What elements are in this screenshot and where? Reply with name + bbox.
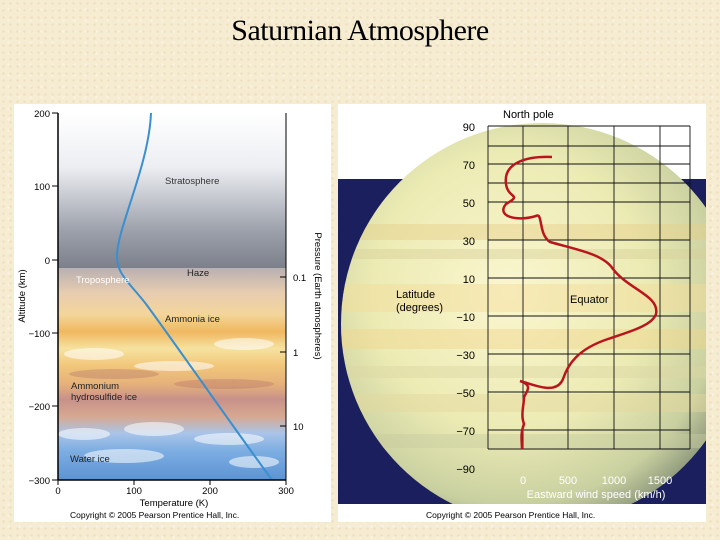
latitude-tick: −70 <box>456 426 475 438</box>
altitude-tick: 100 <box>34 182 50 193</box>
wind-speed-tick: 0 <box>520 475 526 487</box>
copyright-text: Copyright © 2005 Pearson Prentice Hall, … <box>70 510 239 520</box>
grid-lines <box>487 125 691 450</box>
wind-speed-diagram: North pole 90 70 50 30 10 −10 −30 −50 −7… <box>338 104 720 525</box>
stratosphere-label: Stratosphere <box>165 176 219 187</box>
altitude-tick: −100 <box>29 329 50 340</box>
planet-bands <box>341 224 706 448</box>
altitude-axis-label: Altitude (km) <box>17 269 28 322</box>
equator-label: Equator <box>570 294 609 306</box>
north-pole-label: North pole <box>503 109 554 121</box>
copyright-text: Copyright © 2005 Pearson Prentice Hall, … <box>426 510 595 520</box>
wind-speed-tick: 1000 <box>602 475 626 487</box>
cloud-decoration <box>58 338 279 468</box>
temperature-tick: 0 <box>55 486 60 497</box>
latitude-label: Latitude <box>396 289 435 301</box>
pressure-tick: 0.1 <box>293 273 306 284</box>
ammonium-cloud-decoration <box>69 369 274 389</box>
troposphere-label: Troposphere <box>76 275 130 286</box>
temperature-tick: 100 <box>126 486 142 497</box>
latitude-tick: −10 <box>456 312 475 324</box>
latitude-tick: −90 <box>456 464 475 476</box>
ammonium-label: Ammonium <box>71 381 119 392</box>
pressure-tick: 1 <box>293 348 298 359</box>
temperature-tick: 200 <box>202 486 218 497</box>
atmosphere-structure-diagram: 200 100 0 −100 −200 −300 Altitude (km) 0… <box>14 104 331 522</box>
haze-label: Haze <box>187 268 209 279</box>
latitude-tick: −30 <box>456 350 475 362</box>
wind-speed-axis-label: Eastward wind speed (km/h) <box>527 489 666 501</box>
slide-title: Saturnian Atmosphere <box>231 14 489 47</box>
hydrosulfide-label: hydrosulfide ice <box>71 392 137 403</box>
temperature-axis-label: Temperature (K) <box>140 498 209 509</box>
latitude-tick: 10 <box>463 274 475 286</box>
pressure-tick: 10 <box>293 422 304 433</box>
latitude-tick: 90 <box>463 122 475 134</box>
altitude-tick: −200 <box>29 402 50 413</box>
altitude-tick: 200 <box>34 109 50 120</box>
latitude-tick: 30 <box>463 236 475 248</box>
stratosphere-band <box>58 113 286 268</box>
temperature-profile-curve <box>115 112 273 481</box>
latitude-unit-label: (degrees) <box>396 302 443 314</box>
wind-speed-tick: 1500 <box>648 475 672 487</box>
wind-speed-tick: 500 <box>559 475 577 487</box>
temperature-tick: 300 <box>278 486 294 497</box>
ammonia-ice-label: Ammonia ice <box>165 314 220 325</box>
troposphere-band <box>58 268 286 480</box>
latitude-tick: 70 <box>463 160 475 172</box>
saturn-globe <box>341 123 720 525</box>
altitude-tick: 0 <box>45 256 50 267</box>
wind-speed-curve <box>502 155 658 450</box>
latitude-tick: −50 <box>456 388 475 400</box>
altitude-tick: −300 <box>29 476 50 487</box>
latitude-tick: 50 <box>463 198 475 210</box>
pressure-axis-label: Pressure (Earth atmospheres) <box>312 232 323 359</box>
water-ice-label: Water ice <box>70 454 110 465</box>
